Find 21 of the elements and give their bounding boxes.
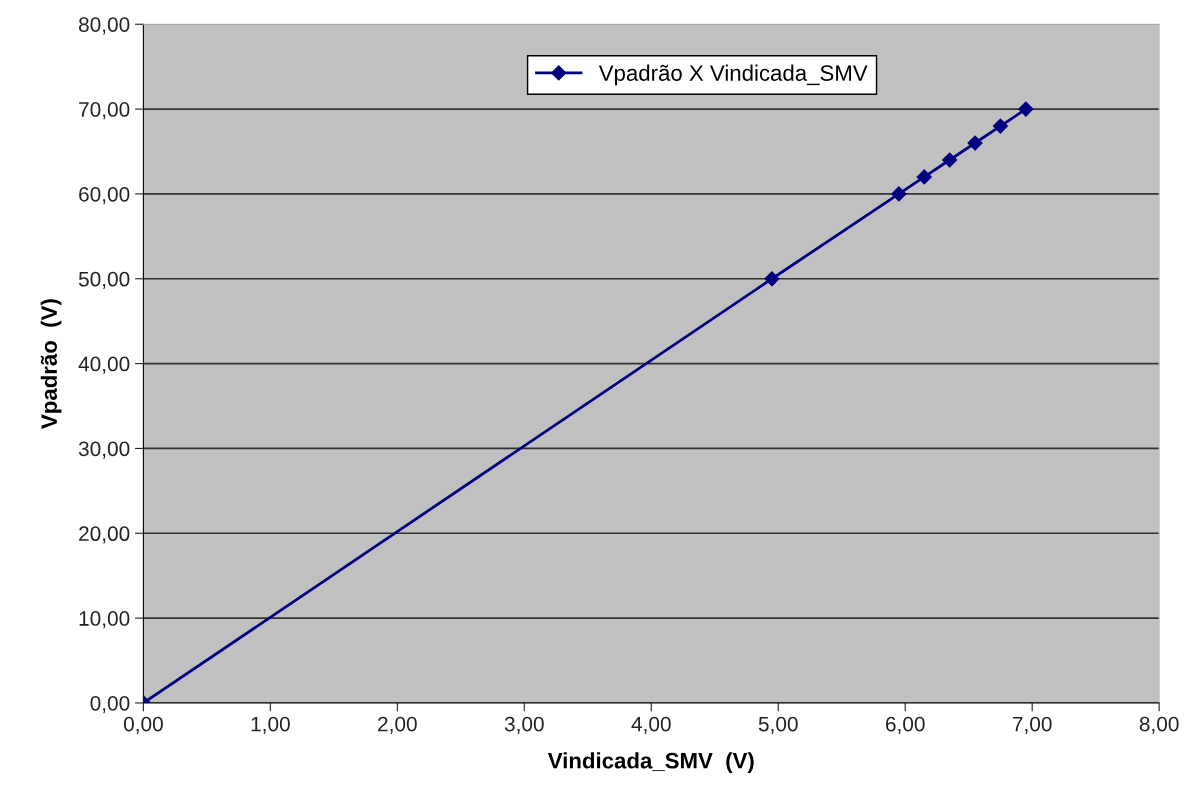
y-tick-label: 10,00 (79, 611, 130, 629)
x-axis-title: Vindicada_SMV (V) (547, 752, 754, 773)
y-tick-label: 30,00 (78, 441, 130, 459)
y-tick-label: 40,00 (78, 356, 130, 374)
x-tick-label: 0,00 (123, 716, 163, 734)
x-tick-label: 1,00 (251, 716, 290, 734)
x-tick-label: 8,00 (1139, 716, 1179, 734)
y-tick-label: 70,00 (79, 102, 130, 120)
y-tick-label: 50,00 (78, 271, 130, 289)
y-axis-title: Vpadrão (V) (40, 299, 62, 429)
x-tick-label: 5,00 (758, 716, 798, 734)
x-tick-label: 3,00 (504, 716, 544, 734)
x-tick-label: 4,00 (631, 716, 671, 734)
y-tick-label: 80,00 (78, 17, 130, 35)
x-tick-label: 2,00 (378, 716, 417, 734)
legend-label: Vpadrão X Vindicada_SMV (598, 64, 868, 86)
y-tick-label: 20,00 (79, 526, 130, 544)
x-tick-label: 7,00 (1012, 716, 1052, 734)
y-tick-label: 0,00 (90, 695, 130, 714)
x-tick-label: 6,00 (886, 716, 925, 734)
y-tick-label: 60,00 (79, 186, 130, 205)
